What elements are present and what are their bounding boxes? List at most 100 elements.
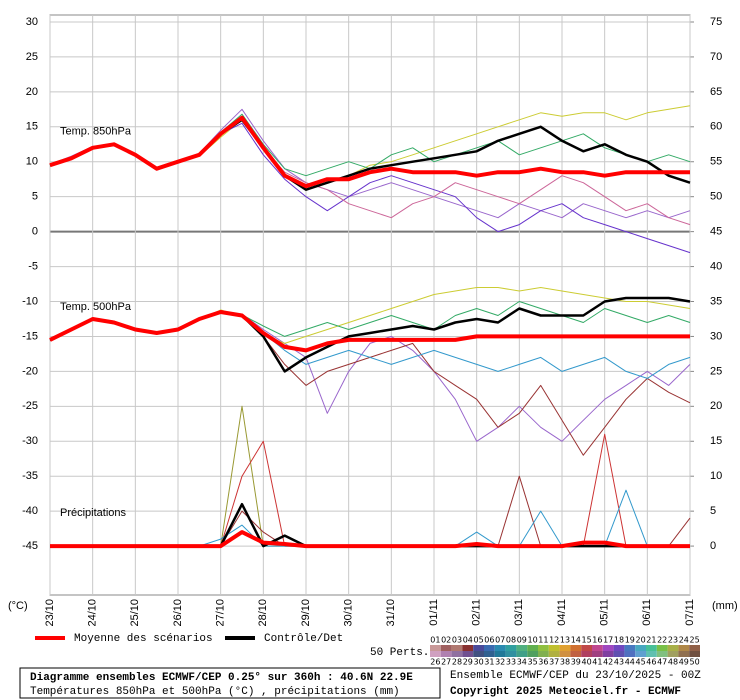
member-label: 49	[679, 658, 689, 667]
y-tick-label: 15	[26, 121, 38, 133]
y-tick-label: 20	[26, 86, 38, 98]
member-label: 07	[495, 636, 505, 645]
member-label: 30	[474, 658, 484, 667]
y-tick-label: -25	[22, 400, 38, 412]
y-tick-label: 5	[32, 191, 38, 203]
panel-label: Temp. 850hPa	[60, 125, 132, 137]
member-swatch	[667, 651, 679, 657]
member-label: 14	[571, 636, 581, 645]
member-swatch	[678, 645, 690, 651]
legend-label: Moyenne des scénarios	[74, 633, 213, 645]
y2-tick-label: 25	[710, 365, 722, 377]
member-swatch	[538, 645, 549, 651]
y2-tick-label: 10	[710, 470, 722, 482]
member-label: 38	[560, 658, 570, 667]
y2-tick-label: 30	[710, 330, 722, 342]
y-tick-label: -15	[22, 330, 38, 342]
chart-subtitle: Températures 850hPa et 500hPa (°C) , pré…	[30, 686, 400, 698]
panel-label: Précipitations	[60, 507, 127, 519]
x-tick-label: 27/10	[215, 599, 227, 627]
x-tick-label: 25/10	[129, 599, 141, 627]
member-swatch	[592, 651, 603, 657]
member-label: 21	[646, 636, 656, 645]
member-swatch	[538, 651, 549, 657]
member-label: 48	[668, 658, 678, 667]
member-swatch	[516, 651, 528, 657]
member-swatch	[592, 645, 603, 651]
member-swatch	[613, 645, 625, 651]
member-label: 32	[495, 658, 505, 667]
member-label: 18	[614, 636, 624, 645]
y-tick-label: 10	[26, 156, 38, 168]
x-tick-label: 01/11	[428, 599, 440, 626]
member-label: 22	[657, 636, 667, 645]
y-tick-label: 30	[26, 16, 38, 28]
x-tick-label: 24/10	[87, 599, 99, 627]
y-tick-label: 25	[26, 51, 38, 63]
member-swatch	[559, 645, 571, 651]
x-tick-label: 30/10	[343, 599, 355, 627]
y2-tick-label: 40	[710, 260, 722, 272]
member-swatch	[646, 651, 657, 657]
member-label: 09	[517, 636, 527, 645]
member-label: 26	[430, 658, 440, 667]
member-swatch	[602, 651, 614, 657]
chart-title: Diagramme ensembles ECMWF/CEP 0.25° sur …	[30, 672, 413, 684]
member-label: 43	[614, 658, 624, 667]
copyright: Copyright 2025 Meteociel.fr - ECMWF	[450, 686, 681, 698]
y2-tick-label: 5	[710, 505, 716, 517]
member-label: 08	[506, 636, 516, 645]
member-label: 35	[528, 658, 538, 667]
member-label: 39	[571, 658, 581, 667]
members-label: 50 Perts.	[370, 647, 429, 659]
x-tick-label: 02/11	[471, 599, 483, 626]
member-swatch	[548, 645, 560, 651]
member-label: 45	[636, 658, 646, 667]
x-tick-label: 06/11	[641, 599, 653, 626]
member-label: 27	[441, 658, 451, 667]
title-box	[19, 667, 441, 699]
member-swatch	[473, 651, 484, 657]
x-tick-label: 26/10	[172, 599, 184, 627]
member-swatch	[570, 651, 582, 657]
x-tick-label: 29/10	[300, 599, 312, 627]
member-swatch	[440, 645, 452, 651]
member-label: 23	[668, 636, 678, 645]
member-swatch	[430, 645, 441, 651]
member-swatch	[656, 645, 668, 651]
member-swatch	[635, 645, 646, 651]
member-swatch	[484, 645, 495, 651]
member-label: 25	[690, 636, 700, 645]
y2-tick-label: 15	[710, 435, 722, 447]
run-label: Ensemble ECMWF/CEP du 23/10/2025 - 00Z	[450, 670, 701, 682]
member-swatch	[494, 651, 506, 657]
y-tick-label: -35	[22, 470, 38, 482]
member-swatch	[462, 645, 474, 651]
y-tick-label: -40	[22, 505, 38, 517]
y2-tick-label: 60	[710, 121, 722, 133]
member-label: 31	[484, 658, 494, 667]
member-label: 03	[452, 636, 462, 645]
series-line	[50, 530, 690, 549]
member-label: 01	[430, 636, 440, 645]
y2-tick-label: 35	[710, 295, 722, 307]
member-label: 20	[636, 636, 646, 645]
y2-tick-label: 70	[710, 51, 722, 63]
member-label: 28	[452, 658, 462, 667]
y-tick-label: -45	[22, 540, 38, 552]
member-label: 37	[549, 658, 559, 667]
member-swatch	[527, 645, 538, 651]
member-swatch	[494, 645, 506, 651]
member-label: 04	[463, 636, 473, 645]
member-label: 50	[690, 658, 700, 667]
member-swatch	[505, 645, 517, 651]
member-label: 15	[582, 636, 592, 645]
y2-tick-label: 55	[710, 156, 722, 168]
member-swatch	[505, 651, 517, 657]
member-label: 29	[463, 658, 473, 667]
member-swatch	[689, 651, 700, 657]
y2-tick-label: 45	[710, 226, 722, 238]
y-tick-label: -10	[22, 295, 38, 307]
legend-label: Contrôle/Det	[264, 633, 343, 645]
member-swatch	[527, 651, 538, 657]
